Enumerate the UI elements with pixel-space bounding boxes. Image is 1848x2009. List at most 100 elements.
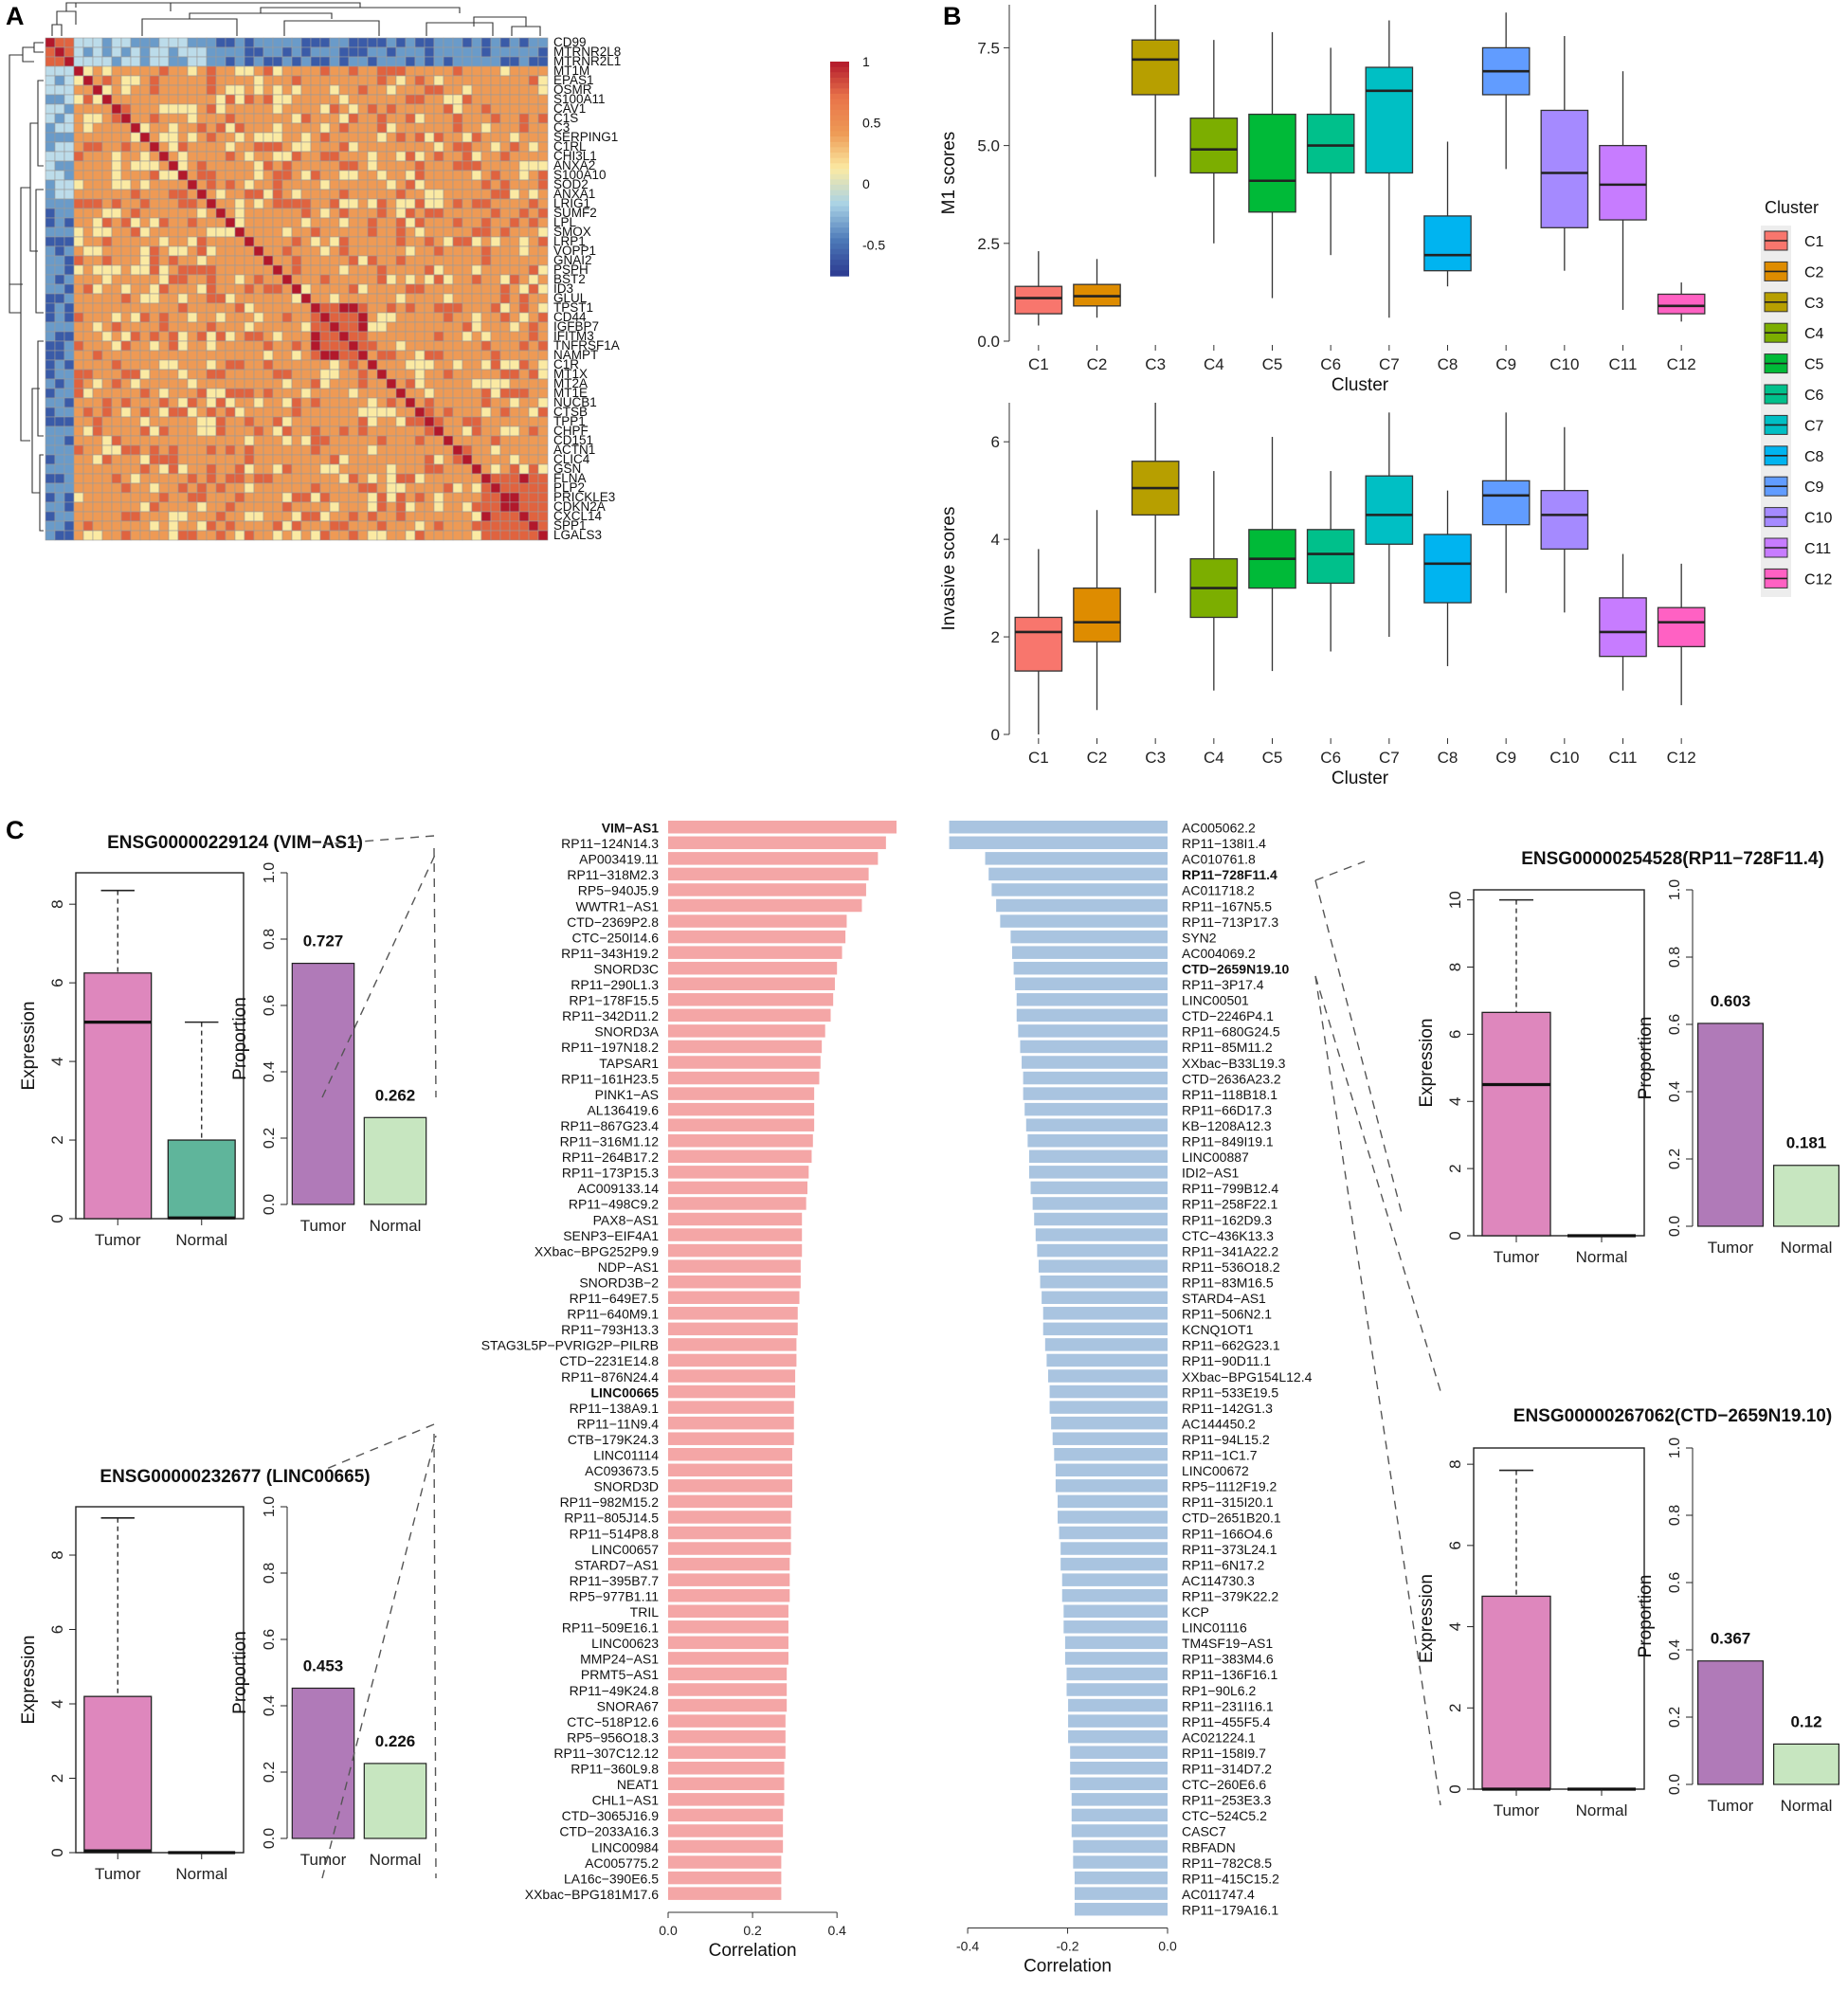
heatmap-cell xyxy=(537,501,549,513)
heatmap-cell xyxy=(45,388,56,399)
invasive-plot-box-C2 xyxy=(1073,587,1121,643)
gene-detail-title: ENSG00000229124 (VIM−AS1) xyxy=(107,833,363,853)
heatmap-cell xyxy=(82,321,94,333)
heatmap-cell xyxy=(206,520,217,532)
heatmap-cell xyxy=(462,350,473,361)
heatmap-cell xyxy=(244,255,255,266)
heatmap-cell xyxy=(225,56,236,67)
heatmap-cell xyxy=(414,65,426,77)
m1-plot-xtick-label: C11 xyxy=(1609,355,1638,373)
heatmap-cell xyxy=(348,75,359,86)
heatmap-cell xyxy=(528,198,539,209)
heatmap-cell xyxy=(263,274,274,285)
heatmap-cell xyxy=(225,132,236,143)
heatmap-cell xyxy=(424,350,435,361)
heatmap-cell xyxy=(92,378,103,389)
neg-corr-bar xyxy=(1013,961,1168,975)
heatmap-cell xyxy=(414,122,426,134)
heatmap-cell xyxy=(92,463,103,475)
heatmap-cell xyxy=(54,56,65,67)
heatmap-cell xyxy=(63,94,75,105)
heatmap-cell xyxy=(63,226,75,238)
heatmap-cell xyxy=(187,293,198,304)
heatmap-cell xyxy=(54,312,65,323)
heatmap-cell xyxy=(386,511,397,522)
heatmap-cell xyxy=(225,501,236,513)
heatmap-cell xyxy=(92,236,103,247)
heatmap-cell xyxy=(158,492,170,503)
heatmap-cell xyxy=(443,511,454,522)
heatmap-cell xyxy=(319,94,331,105)
heatmap-cell xyxy=(509,255,520,266)
heatmap-cell xyxy=(111,520,122,532)
heatmap-cell xyxy=(357,236,369,247)
heatmap-cell xyxy=(490,65,501,77)
heatmap-cell xyxy=(338,444,350,456)
dendrogram-branch xyxy=(260,7,461,13)
heatmap-cell xyxy=(338,217,350,228)
heatmap-cell xyxy=(386,482,397,494)
heatmap-cell xyxy=(480,160,492,172)
heatmap-cell xyxy=(111,170,122,181)
heatmap-cell xyxy=(329,407,340,418)
heatmap-cell xyxy=(424,321,435,333)
neg-corr-bar xyxy=(1018,1024,1168,1038)
dendrogram-branch xyxy=(39,454,44,532)
heatmap-cell xyxy=(537,473,549,484)
heatmap-cell xyxy=(424,293,435,304)
neg-corr-label: RP11−533E19.5 xyxy=(1182,1385,1278,1400)
pos-corr-bar xyxy=(668,1353,797,1367)
heatmap-cell xyxy=(462,312,473,323)
heatmap-cell xyxy=(168,132,179,143)
colorbar-segment xyxy=(830,93,849,100)
heatmap-cell xyxy=(443,56,454,67)
pos-corr-bar xyxy=(668,1212,803,1226)
heatmap-cell xyxy=(263,283,274,295)
heatmap-cell xyxy=(348,388,359,399)
heatmap-cell xyxy=(367,217,378,228)
heatmap-cell xyxy=(338,340,350,352)
heatmap-cell xyxy=(177,170,189,181)
heatmap-cell xyxy=(462,141,473,153)
heatmap-cell xyxy=(443,217,454,228)
neg-corr-label: AC021224.1 xyxy=(1182,1729,1256,1745)
heatmap-cell xyxy=(272,208,283,219)
heatmap-cell xyxy=(187,501,198,513)
heatmap-cell xyxy=(111,189,122,200)
heatmap-cell xyxy=(101,293,113,304)
heatmap-cell xyxy=(63,369,75,380)
heatmap-cell xyxy=(443,113,454,124)
heatmap-cell xyxy=(357,84,369,96)
heatmap-cell xyxy=(168,170,179,181)
heatmap-cell xyxy=(149,75,160,86)
heatmap-cell xyxy=(73,388,84,399)
heatmap-cell xyxy=(471,264,482,276)
heatmap-cell xyxy=(263,501,274,513)
heatmap-cell xyxy=(528,46,539,58)
heatmap-cell xyxy=(300,520,312,532)
heatmap-cell xyxy=(73,198,84,209)
heatmap-cell xyxy=(206,103,217,115)
heatmap-cell xyxy=(537,65,549,77)
heatmap-cell xyxy=(462,75,473,86)
heatmap-cell xyxy=(291,435,302,446)
heatmap-cell xyxy=(130,170,141,181)
heatmap-cell xyxy=(196,435,208,446)
heatmap-cell xyxy=(130,369,141,380)
heatmap-cell xyxy=(206,189,217,200)
heatmap-cell xyxy=(376,520,388,532)
heatmap-cell xyxy=(130,103,141,115)
heatmap-cell xyxy=(253,236,264,247)
m1-plot-ylabel: M1 scores xyxy=(939,132,959,215)
heatmap-cell xyxy=(291,236,302,247)
neg-corr-label: SYN2 xyxy=(1182,930,1217,945)
heatmap-cell xyxy=(54,492,65,503)
heatmap-cell xyxy=(480,454,492,465)
heatmap-cell xyxy=(54,264,65,276)
heatmap-cell xyxy=(244,416,255,427)
neg-corr-bar xyxy=(1042,1322,1168,1336)
neg-corr-label: RP11−138I1.4 xyxy=(1182,836,1266,851)
heatmap-cell xyxy=(329,454,340,465)
heatmap-cell xyxy=(92,255,103,266)
heatmap-cell xyxy=(395,179,407,190)
